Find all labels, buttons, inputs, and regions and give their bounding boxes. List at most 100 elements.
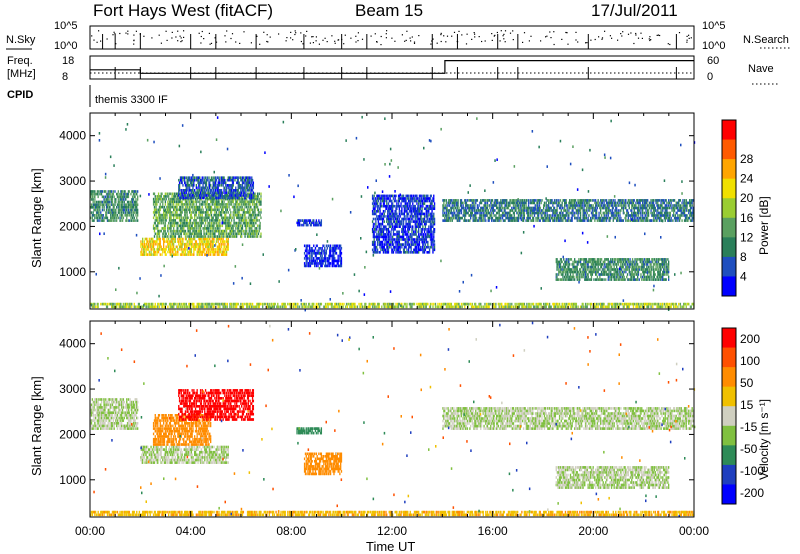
data-cell: [242, 219, 245, 222]
data-cell: [163, 229, 166, 233]
data-cell: [387, 217, 389, 221]
data-cell: [207, 197, 209, 201]
data-cell: [388, 243, 390, 246]
data-cell: [188, 227, 190, 230]
data-cell: [152, 250, 155, 254]
data-cell: [469, 204, 471, 207]
data-cell: [419, 215, 422, 218]
data-cell: [198, 235, 200, 238]
data-cell: [382, 228, 385, 231]
data-cell: [394, 210, 396, 213]
data-cell: [205, 203, 208, 206]
data-cell: [181, 229, 183, 233]
data-cell: [298, 221, 301, 225]
data-cell: [453, 211, 455, 215]
data-cell: [173, 192, 176, 196]
data-cell: [314, 259, 316, 263]
data-cell: [178, 240, 180, 243]
data-cell: [228, 176, 230, 180]
data-cell: [185, 191, 187, 195]
data-cell: [475, 214, 477, 217]
data-cell: [496, 219, 499, 222]
data-cell: [314, 221, 317, 225]
data-cell: [240, 191, 242, 195]
data-cell: [158, 216, 161, 220]
data-cell: [225, 189, 227, 192]
data-cell: [204, 224, 206, 228]
data-cell: [179, 242, 182, 246]
data-cell: [184, 181, 186, 185]
data-cell: [382, 202, 385, 205]
data-cell: [527, 219, 529, 222]
data-cell: [397, 204, 399, 208]
data-cell: [479, 216, 481, 220]
data-cell: [337, 254, 339, 258]
data-cell: [117, 208, 120, 212]
nsky-point: [361, 38, 364, 40]
data-cell: [239, 176, 241, 180]
data-cell: [397, 251, 400, 254]
data-cell: [305, 219, 307, 222]
data-cell: [424, 197, 427, 200]
data-cell: [203, 176, 205, 180]
data-cell: [192, 203, 194, 206]
data-cell: [498, 206, 500, 210]
data-cell: [216, 191, 219, 195]
data-cell: [258, 227, 260, 230]
data-cell: [485, 204, 487, 207]
data-cell: [389, 199, 391, 203]
data-cell: [376, 204, 379, 208]
data-cell: [163, 227, 166, 230]
data-cell: [426, 235, 428, 239]
data-cell: [223, 253, 225, 256]
nsky-point: [686, 41, 688, 43]
data-cell: [221, 224, 224, 228]
data-cell: [211, 229, 213, 233]
data-cell: [407, 222, 409, 226]
data-cell: [253, 205, 255, 209]
data-cell: [208, 242, 210, 246]
data-cell: [137, 190, 139, 193]
data-cell: [202, 191, 204, 195]
data-cell: [256, 219, 258, 222]
data-cell: [183, 232, 185, 236]
data-cell: [325, 264, 328, 268]
data-cell: [194, 248, 196, 251]
data-cell: [482, 214, 484, 217]
data-cell: [216, 186, 219, 190]
data-cell: [231, 235, 234, 238]
data-cell: [204, 242, 207, 246]
data-cell: [220, 189, 222, 192]
data-cell: [413, 210, 415, 213]
data-cell: [103, 200, 105, 204]
data-cell: [206, 186, 208, 190]
data-cell: [208, 221, 210, 225]
data-cell: [392, 215, 394, 218]
data-cell: [422, 194, 424, 198]
data-cell: [398, 210, 401, 213]
data-cell: [204, 211, 207, 214]
data-cell: [155, 211, 157, 214]
data-cell: [149, 245, 151, 249]
data-cell: [378, 194, 380, 198]
data-cell: [250, 205, 252, 209]
data-cell: [374, 228, 376, 231]
data-cell: [390, 204, 392, 208]
data-cell: [199, 245, 201, 249]
data-cell: [159, 216, 161, 220]
data-cell: [159, 240, 161, 243]
data-cell: [242, 189, 245, 192]
data-cell: [492, 204, 495, 207]
data-cell: [215, 178, 218, 182]
data-cell: [124, 206, 126, 209]
data-cell: [243, 221, 245, 225]
data-cell: [415, 245, 417, 249]
data-cell: [337, 257, 339, 260]
data-cell: [404, 245, 406, 249]
data-cell: [316, 252, 318, 255]
data-cell: [409, 225, 411, 229]
data-cell: [103, 198, 105, 201]
data-cell: [511, 209, 513, 212]
data-cell: [250, 232, 252, 236]
data-cell: [223, 229, 225, 233]
